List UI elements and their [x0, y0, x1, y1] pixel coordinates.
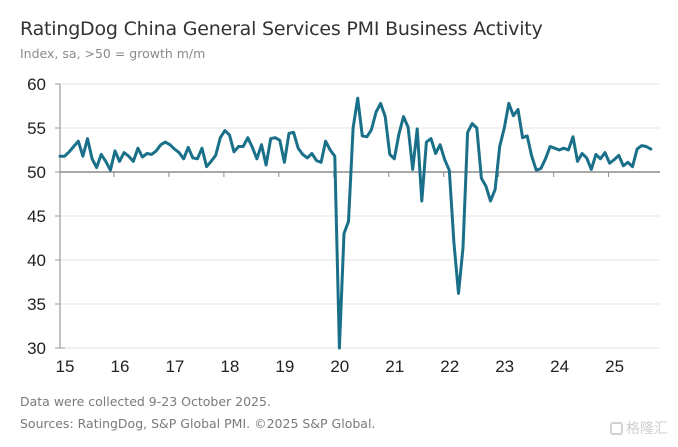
y-tick-label: 35: [27, 295, 46, 314]
x-tick-label: 25: [605, 357, 624, 376]
y-tick-label: 30: [27, 339, 46, 358]
x-tick-label: 15: [56, 357, 75, 376]
gelonghui-logo-icon: [610, 421, 623, 435]
chart-title: RatingDog China General Services PMI Bus…: [20, 18, 543, 40]
sources-note: Sources: RatingDog, S&P Global PMI. ©202…: [20, 416, 376, 431]
x-tick-label: 18: [220, 357, 239, 376]
x-tick-label: 19: [275, 357, 294, 376]
series-line-services-pmi: [58, 96, 653, 350]
y-tick-label: 40: [27, 251, 46, 270]
y-tick-label: 60: [27, 75, 46, 94]
watermark-text: 格隆汇: [626, 421, 668, 437]
x-tick-label: 20: [330, 357, 349, 376]
x-tick-label: 24: [550, 357, 569, 376]
x-tick-label: 23: [495, 357, 514, 376]
x-tick-label: 16: [110, 357, 129, 376]
y-tick-label: 45: [27, 207, 46, 226]
y-axis-ticks: 60 55 50 45 40 35 30: [27, 75, 60, 358]
chart-subtitle: Index, sa, >50 = growth m/m: [20, 46, 206, 61]
y-tick-label: 55: [27, 119, 46, 138]
x-tick-label: 17: [165, 357, 184, 376]
data-collection-note: Data were collected 9-23 October 2025.: [20, 394, 271, 409]
x-axis-ticks: 15 16 17 18 19 20 21 22 23 24 25: [56, 357, 625, 376]
x-tick-label: 22: [440, 357, 459, 376]
series-points: [60, 98, 651, 348]
y-tick-label: 50: [27, 163, 46, 182]
watermark: 格隆汇: [610, 418, 668, 438]
gridlines: [60, 83, 660, 349]
x-tick-label: 21: [385, 357, 404, 376]
